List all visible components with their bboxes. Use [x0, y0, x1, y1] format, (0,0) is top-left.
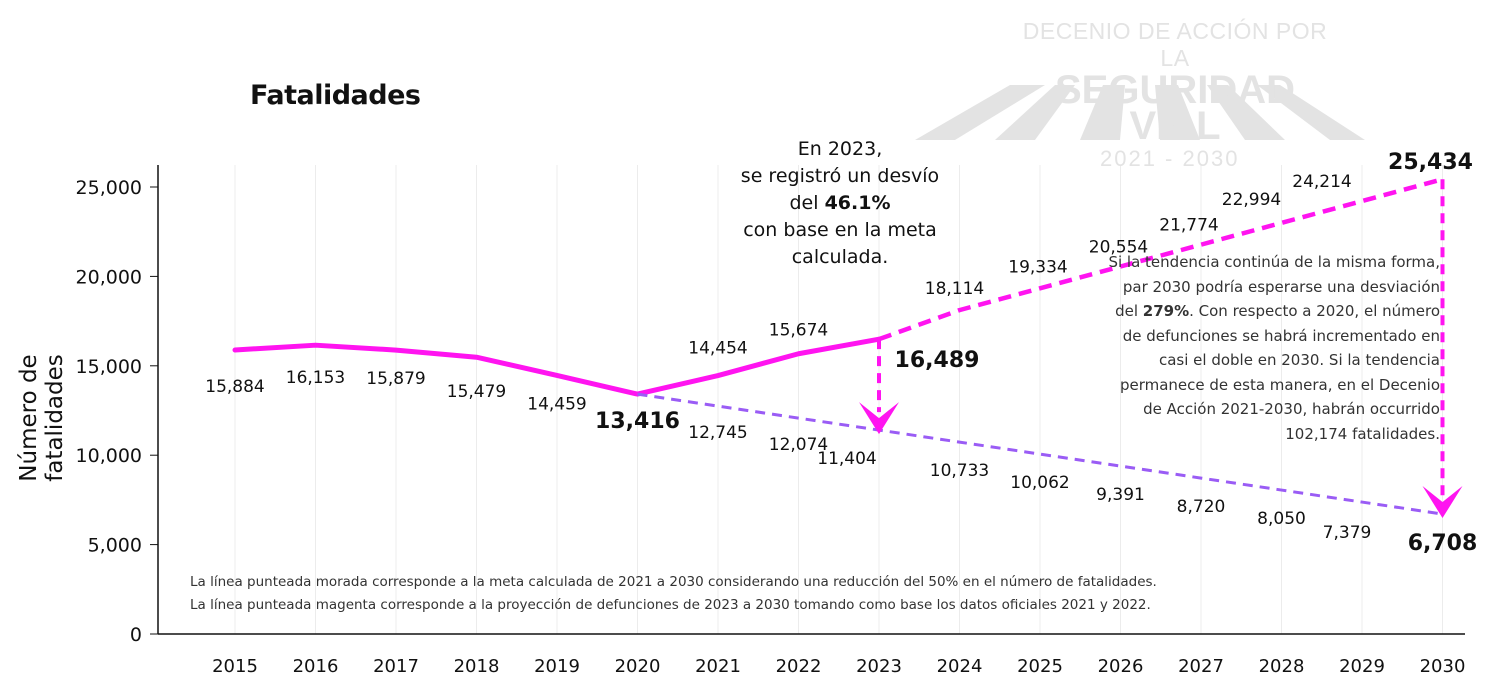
annotation-text: . Con respecto a 2020, el número de defu… — [1119, 302, 1440, 443]
data-label-target: 10,062 — [1010, 473, 1069, 493]
data-label-projection: 24,214 — [1292, 172, 1351, 192]
x-tick-label: 2016 — [293, 656, 339, 677]
data-label-projection: 20,554 — [1089, 237, 1148, 257]
x-tick-label: 2021 — [695, 656, 741, 677]
annotation-text: del — [789, 192, 825, 214]
data-label-actual: 13,416 — [595, 409, 680, 434]
data-label-projection: 18,114 — [925, 279, 984, 299]
series-line-actual — [232, 336, 882, 397]
x-tick-label: 2030 — [1420, 656, 1466, 677]
watermark-line2: SEGURIDAD VIAL — [1054, 68, 1296, 148]
chart-title: Fatalidades — [250, 80, 421, 111]
annotation-line: del 46.1% — [700, 190, 980, 217]
footnote-target: La línea punteada morada corresponde a l… — [190, 574, 1157, 590]
data-label-target: 10,733 — [930, 461, 989, 481]
y-tick-label: 20,000 — [76, 266, 142, 288]
annotation-line: con base en la meta — [743, 219, 937, 241]
annotation-line: En 2023, — [797, 138, 883, 160]
data-label-target: 8,050 — [1257, 509, 1306, 529]
watermark-stripe — [915, 85, 1045, 140]
annotation-2030: Si la tendencia continúa de la misma for… — [1100, 250, 1440, 446]
annotation-line: se registró un desvío — [740, 165, 940, 187]
data-label-projection: 21,774 — [1159, 216, 1218, 236]
data-label-target: 8,720 — [1177, 497, 1226, 517]
y-tick-label: 15,000 — [76, 356, 142, 378]
watermark-stripe — [1207, 85, 1285, 140]
x-tick-label: 2018 — [454, 656, 500, 677]
y-tick-label: 0 — [130, 624, 142, 646]
data-label-target: 7,379 — [1323, 523, 1372, 543]
data-label-actual: 14,454 — [688, 339, 747, 359]
data-label-actual: 14,459 — [527, 394, 586, 414]
y-axis-label: Número de fatalidades — [16, 354, 68, 482]
footnotes: La línea punteada morada corresponde a l… — [190, 571, 1157, 617]
data-label-target: 11,404 — [817, 449, 876, 469]
y-tick-label: 10,000 — [76, 445, 142, 467]
data-label-projection: 22,994 — [1222, 190, 1281, 210]
data-label-actual: 15,674 — [769, 321, 828, 341]
x-tick-label: 2028 — [1259, 656, 1305, 677]
watermark-years: 2021 - 2030 — [1100, 146, 1240, 171]
data-label-target: 6,708 — [1408, 531, 1478, 556]
watermark-stripe — [995, 85, 1075, 140]
x-tick-label: 2024 — [937, 656, 983, 677]
data-label-actual: 15,879 — [366, 369, 425, 389]
data-label-actual: 16,489 — [895, 348, 980, 373]
data-label-actual: 16,153 — [286, 368, 345, 388]
watermark-logo: DECENIO DE ACCIÓN POR LA SEGURIDAD VIAL — [1010, 18, 1340, 148]
annotation-percent: 279% — [1142, 302, 1190, 320]
annotation-text: Si la tendencia continúa de la misma for… — [1108, 253, 1440, 320]
x-tick-label: 2029 — [1339, 656, 1385, 677]
x-tick-label: 2017 — [373, 656, 419, 677]
x-tick-label: 2023 — [856, 656, 902, 677]
footnote-projection: La línea punteada magenta corresponde a … — [190, 597, 1151, 613]
annotation-percent: 46.1% — [824, 192, 891, 214]
x-tick-label: 2027 — [1178, 656, 1224, 677]
y-tick-label: 25,000 — [76, 177, 142, 199]
deviation-arrow-2030-head — [1422, 486, 1463, 519]
watermark-stripe — [1257, 85, 1365, 140]
data-label-target: 9,391 — [1096, 485, 1145, 505]
watermark-stripe — [1080, 85, 1125, 140]
x-tick-label: 2026 — [1098, 656, 1144, 677]
annotation-line: calculada. — [791, 246, 889, 268]
deviation-arrow-2023-head — [859, 402, 899, 435]
series-line-projection — [878, 177, 1444, 342]
data-label-actual: 15,884 — [205, 377, 264, 397]
watermark-stripe — [1155, 85, 1200, 140]
x-tick-label: 2022 — [776, 656, 822, 677]
data-label-target: 12,074 — [769, 435, 828, 455]
data-label-target: 12,745 — [688, 423, 747, 443]
data-label-projection: 19,334 — [1008, 257, 1067, 277]
annotation-2023: En 2023, se registró un desvío del 46.1%… — [700, 136, 980, 271]
data-label-actual: 15,479 — [447, 382, 506, 402]
x-tick-label: 2019 — [534, 656, 580, 677]
watermark-line1: DECENIO DE ACCIÓN POR LA — [1022, 18, 1328, 71]
x-tick-label: 2025 — [1017, 656, 1063, 677]
data-label-projection: 25,434 — [1388, 150, 1473, 175]
x-tick-label: 2015 — [212, 656, 258, 677]
y-tick-label: 5,000 — [88, 535, 142, 557]
x-tick-label: 2020 — [615, 656, 661, 677]
